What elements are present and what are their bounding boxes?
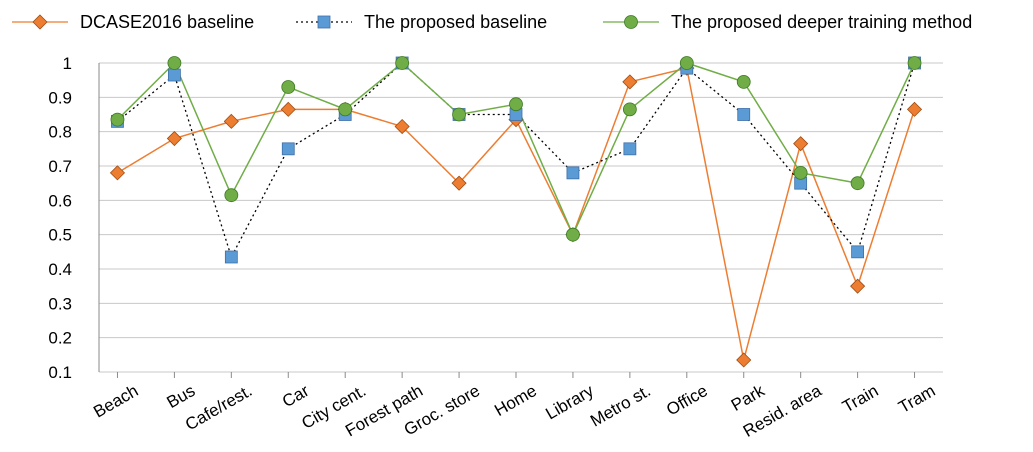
data-point-square (167, 68, 181, 82)
data-point-diamond (793, 136, 809, 152)
data-point-circle (338, 102, 353, 117)
data-point-circle (907, 56, 922, 70)
y-tick-label: 0.3 (48, 294, 72, 313)
data-point-square (317, 15, 331, 29)
series-line (116, 61, 916, 237)
data-point-circle (110, 112, 125, 127)
data-point-square (281, 142, 295, 156)
x-tick-label: Park (728, 381, 768, 415)
data-point-diamond (166, 130, 182, 147)
data-point-diamond (850, 278, 866, 294)
x-tick-label: Tram (895, 381, 938, 417)
x-tick-label: Car (279, 381, 313, 411)
legend-label: The proposed deeper training method (671, 12, 972, 32)
y-tick-label: 0.5 (48, 226, 72, 245)
y-tick-label: 0.9 (48, 88, 72, 107)
x-tick-label: Metro st. (587, 381, 654, 431)
legend-label: The proposed baseline (364, 12, 547, 32)
data-point-diamond (223, 113, 239, 129)
data-point-diamond (32, 14, 48, 30)
data-point-diamond (736, 352, 752, 368)
y-tick-label: 0.1 (48, 363, 72, 382)
data-point-square (623, 142, 637, 156)
data-point-circle (452, 107, 466, 122)
data-point-circle (566, 227, 580, 242)
legend: DCASE2016 baseline The proposed baseline T… (12, 12, 972, 32)
y-tick-label: 0.2 (48, 329, 72, 348)
data-point-circle (850, 176, 865, 191)
y-tick-label: 0.4 (48, 260, 72, 279)
data-point-diamond (394, 118, 410, 135)
data-point-diamond (451, 175, 467, 191)
data-point-square (224, 250, 238, 264)
data-point-circle (395, 56, 410, 70)
data-point-diamond (622, 74, 638, 90)
data-point-circle (509, 97, 523, 112)
data-point-circle (224, 188, 239, 203)
data-point-circle (281, 80, 296, 94)
data-point-diamond (906, 101, 923, 117)
x-tick-label: Home (491, 381, 540, 420)
series-line (117, 62, 916, 259)
x-tick-label: Train (839, 381, 882, 417)
data-point-circle (679, 56, 694, 70)
y-tick-label: 0.6 (48, 191, 72, 210)
y-axis-ticks: 0.1 0.2 0.3 0.4 0.5 0.6 0.7 0.8 0.9 1 (48, 54, 72, 382)
data-point-diamond (109, 165, 126, 181)
data-point-circle (736, 74, 751, 89)
y-tick-label: 0.7 (48, 157, 72, 176)
x-tick-label: Office (663, 381, 711, 420)
x-tick-label: Bus (164, 381, 199, 412)
data-point-circle (793, 165, 808, 180)
data-point-circle (167, 56, 182, 70)
series-markers (109, 56, 923, 368)
data-point-square (851, 245, 864, 259)
gridlines (98, 62, 943, 373)
x-tick-label: Beach (90, 381, 141, 422)
data-point-circle (624, 15, 638, 29)
data-point-diamond (280, 101, 296, 117)
data-point-circle (622, 102, 637, 117)
data-point-square (566, 166, 580, 180)
data-point-square (737, 108, 751, 121)
y-tick-label: 1 (63, 54, 72, 73)
y-tick-label: 0.8 (48, 123, 72, 142)
legend-label: DCASE2016 baseline (80, 12, 254, 32)
